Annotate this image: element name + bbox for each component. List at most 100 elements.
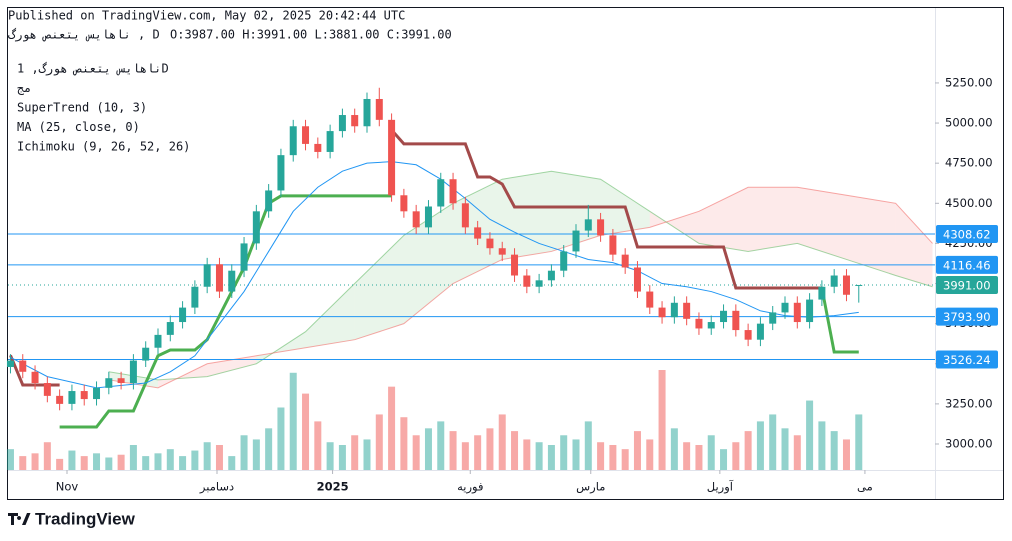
candle-body — [215, 264, 223, 292]
candle-body — [154, 334, 162, 348]
plot: 3000.003250.003500.003750.004000.004250.… — [6, 75, 993, 495]
y-tick-label: 4500.00 — [945, 196, 993, 210]
volume-bar — [474, 435, 482, 470]
volume-bar — [855, 414, 863, 470]
y-tick-label: 5000.00 — [945, 116, 993, 130]
candle-body — [855, 284, 863, 286]
volume-bar — [424, 428, 432, 470]
volume-bar — [265, 428, 273, 470]
volume-bar — [461, 442, 469, 470]
volume-bar — [166, 449, 174, 470]
y-tick-label: 4750.00 — [945, 156, 993, 170]
candle-body — [19, 360, 27, 372]
candle-body — [277, 155, 285, 191]
candle-body — [498, 248, 506, 255]
cloud-segment — [895, 203, 933, 287]
volume-bar — [633, 431, 641, 470]
volume-bar — [179, 456, 187, 470]
volume-bar — [240, 435, 248, 470]
candle-body — [302, 126, 310, 144]
price-label: 4308.62 — [943, 228, 991, 242]
cloud-line — [108, 170, 933, 381]
candle-body — [68, 391, 76, 404]
candle-body — [388, 119, 396, 196]
price-label-box — [936, 275, 998, 294]
cloud-segment — [502, 171, 552, 260]
legend-entry: ناهایس یتعنص هورگ, 1D — [17, 61, 169, 77]
volume-bar — [154, 453, 162, 470]
candle-body — [609, 235, 617, 255]
candle-body — [720, 310, 728, 323]
candle-body — [842, 275, 850, 295]
candle-body — [265, 190, 273, 212]
x-tick-label: آوریل — [707, 480, 734, 495]
candle-body — [560, 251, 568, 271]
candle-body — [166, 322, 174, 335]
candle-body — [732, 310, 740, 331]
volume-bar — [31, 453, 39, 470]
candle-body — [252, 211, 260, 244]
candle-body — [289, 126, 297, 156]
volume-bar — [547, 445, 555, 470]
legend-entry: مج — [17, 81, 31, 95]
candle-body — [314, 143, 322, 152]
volume-bar — [806, 400, 814, 470]
price-label: 3991.00 — [943, 278, 991, 292]
candle-body — [449, 179, 457, 204]
volume-bar — [597, 442, 605, 470]
candle-body — [547, 270, 555, 281]
volume-bar — [621, 449, 629, 470]
candle-body — [621, 254, 629, 268]
candle-body — [400, 195, 408, 212]
volume-bar — [80, 456, 88, 470]
frame — [7, 7, 1004, 500]
supertrend — [59, 194, 859, 429]
candle-body — [326, 131, 334, 152]
volume-bar — [302, 393, 310, 470]
volume-bar — [769, 414, 777, 470]
volume-bar — [793, 435, 801, 470]
candle-body — [129, 360, 137, 384]
volume-bar — [117, 454, 125, 470]
candle-body — [80, 391, 88, 400]
volume-bar — [781, 428, 789, 470]
candle-body — [93, 387, 101, 400]
candle-body — [781, 302, 789, 313]
volume-bar — [252, 439, 260, 470]
candle-body — [56, 395, 64, 404]
volume-bar — [609, 445, 617, 470]
published: Published on TradingView.com, May 02, 20… — [8, 9, 405, 23]
candle-body — [142, 347, 150, 361]
x-tick-label: مارس — [576, 480, 605, 495]
volume-bar — [388, 386, 396, 470]
candle-body — [363, 98, 371, 127]
candle-body — [203, 264, 211, 287]
volume-bar — [400, 417, 408, 470]
y-tick-label: 3250.00 — [945, 396, 993, 410]
price-label-box — [936, 225, 998, 244]
volume-bar — [338, 445, 346, 470]
volume-bar — [68, 450, 76, 470]
candle-body — [597, 219, 605, 236]
volume-bar — [683, 442, 691, 470]
candle-body — [633, 267, 641, 292]
volume-bar — [203, 442, 211, 470]
x-tick-label: فوریه — [457, 480, 483, 495]
volume-bar — [830, 431, 838, 470]
volume-bar — [314, 421, 322, 470]
volume-bar — [449, 431, 457, 470]
price-label-box — [936, 307, 998, 326]
volume-bar — [351, 435, 359, 470]
candle-body — [535, 280, 543, 287]
candle-body — [830, 275, 838, 287]
volume-bar — [572, 439, 580, 470]
volume-bar — [363, 439, 371, 470]
candle-body — [695, 318, 703, 329]
volume-bar — [228, 456, 236, 470]
volume-bar — [129, 445, 137, 470]
legend-entry: MA (25, close, 0) — [17, 120, 140, 134]
candle-body — [658, 307, 666, 318]
cloud-segment — [305, 283, 355, 348]
candle-body — [756, 323, 764, 340]
volume-bar — [707, 435, 715, 470]
